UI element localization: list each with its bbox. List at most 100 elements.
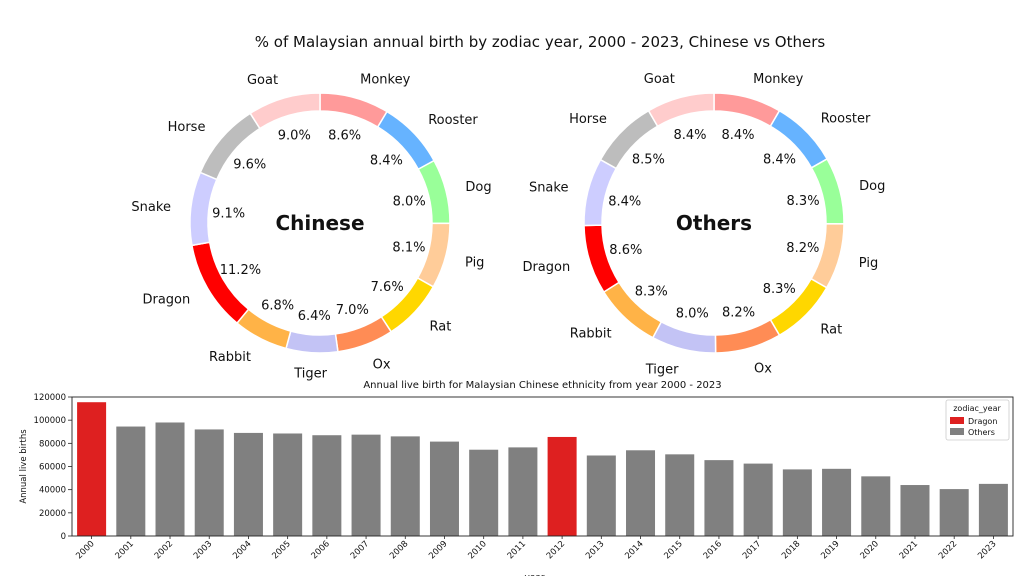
- bar-2018: [782, 469, 812, 536]
- bar-2015: [665, 454, 695, 536]
- donut-pct-others-rooster: 8.4%: [763, 152, 796, 167]
- bar-2001: [116, 426, 146, 536]
- bar-2012: [547, 436, 577, 536]
- donut-label-chinese-goat: Goat: [247, 73, 278, 88]
- donut-label-chinese-rat: Rat: [430, 320, 452, 335]
- bar-2008: [390, 436, 420, 536]
- bar-2016: [704, 460, 734, 536]
- donut-pct-others-tiger: 8.0%: [676, 306, 709, 321]
- donut-pct-others-dragon: 8.6%: [609, 243, 642, 258]
- donut-pct-others-rat: 8.3%: [763, 282, 796, 297]
- donut-pct-others-goat: 8.4%: [673, 128, 706, 143]
- donut-pct-chinese-goat: 9.0%: [278, 129, 311, 144]
- donut-pct-chinese-rabbit: 6.8%: [261, 299, 294, 314]
- donut-slice-chinese-monkey: [319, 92, 389, 129]
- donut-pct-chinese-horse: 9.6%: [233, 158, 266, 173]
- x-tick-label: 2019: [819, 539, 841, 561]
- x-tick-label: 2017: [741, 539, 763, 561]
- x-tick-label: 2003: [192, 539, 214, 561]
- x-tick-label: 2008: [388, 539, 410, 561]
- y-tick-label: 0: [61, 532, 66, 542]
- x-tick-label: 2011: [506, 539, 528, 561]
- donut-label-others-tiger: Tiger: [645, 363, 679, 378]
- y-axis-label: Annual live births: [19, 429, 29, 504]
- donut-pct-chinese-rooster: 8.4%: [370, 153, 403, 168]
- bar-2020: [861, 476, 891, 536]
- donut-slice-chinese-dog: [417, 159, 451, 225]
- donut-label-chinese-rabbit: Rabbit: [209, 350, 251, 365]
- donut-pct-chinese-snake: 9.1%: [212, 207, 245, 222]
- x-tick-label: 2022: [937, 539, 959, 561]
- bar-2023: [978, 483, 1008, 536]
- bar-2019: [822, 468, 852, 536]
- x-tick-label: 2020: [859, 539, 881, 561]
- bar-2013: [586, 455, 616, 536]
- bar-2006: [312, 435, 342, 536]
- donut-label-others-ox: Ox: [754, 362, 772, 377]
- figure-title: % of Malaysian annual birth by zodiac ye…: [255, 33, 826, 51]
- bar-2007: [351, 434, 381, 536]
- donut-pct-chinese-rat: 7.6%: [371, 280, 404, 295]
- bar-2010: [469, 449, 499, 536]
- donut-pct-others-monkey: 8.4%: [721, 128, 754, 143]
- donut-slice-chinese-goat: [249, 92, 321, 130]
- y-tick-label: 40000: [39, 486, 66, 496]
- bar-2014: [626, 450, 656, 536]
- y-tick-label: 20000: [39, 509, 66, 519]
- donut-slice-others-dog: [810, 157, 845, 225]
- donut-slice-others-ox: [714, 318, 781, 354]
- y-tick-label: 60000: [39, 463, 66, 473]
- bar-chart-title: Annual live birth for Malaysian Chinese …: [363, 380, 721, 391]
- bar-chart: Annual live birth for Malaysian Chinese …: [19, 380, 1014, 576]
- legend-label-others: Others: [968, 428, 995, 437]
- donut-label-chinese-pig: Pig: [465, 255, 484, 270]
- bar-2004: [233, 432, 263, 536]
- donut-slice-chinese-dragon: [191, 241, 250, 325]
- x-tick-label: 2023: [976, 539, 998, 561]
- donut-label-others-goat: Goat: [644, 72, 675, 87]
- donut-label-others-horse: Horse: [569, 112, 607, 127]
- x-tick-label: 2009: [427, 539, 449, 561]
- donut-label-others-snake: Snake: [529, 181, 569, 196]
- donut-label-others-rooster: Rooster: [821, 112, 871, 127]
- bar-2000: [77, 402, 107, 536]
- bar-2011: [508, 447, 538, 536]
- x-tick-label: 2001: [114, 539, 136, 561]
- x-tick-label: 2016: [702, 539, 724, 561]
- y-tick-label: 120000: [34, 393, 66, 403]
- x-tick-label: 2004: [231, 539, 253, 561]
- donut-pct-chinese-ox: 7.0%: [336, 303, 369, 318]
- donut-label-chinese-dragon: Dragon: [142, 292, 190, 307]
- x-tick-label: 2000: [74, 539, 96, 561]
- donut-label-chinese-snake: Snake: [131, 200, 171, 215]
- legend-swatch-others: [950, 428, 964, 435]
- x-tick-label: 2006: [310, 539, 332, 561]
- bar-chart-frame: [71, 396, 1014, 537]
- bar-2017: [743, 463, 773, 536]
- donut-label-chinese-monkey: Monkey: [360, 72, 410, 87]
- donut-pct-others-snake: 8.4%: [608, 195, 641, 210]
- x-tick-label: 2005: [270, 539, 292, 561]
- donut-slice-chinese-tiger: [285, 330, 339, 354]
- donut-label-others-pig: Pig: [859, 256, 878, 271]
- donut-pct-others-rabbit: 8.3%: [635, 284, 668, 299]
- legend-swatch-dragon: [950, 417, 964, 424]
- donut-slice-chinese-ox: [334, 315, 393, 353]
- donut-pct-chinese-tiger: 6.4%: [298, 309, 331, 324]
- donut-label-chinese-rooster: Rooster: [428, 113, 478, 128]
- donut-label-chinese-tiger: Tiger: [293, 367, 327, 382]
- donut-label-others-monkey: Monkey: [753, 72, 803, 87]
- donut-pct-chinese-pig: 8.1%: [392, 240, 425, 255]
- donut-center-label-others: Others: [676, 211, 752, 235]
- donut-slice-others-tiger: [651, 320, 717, 354]
- donut-pct-chinese-dragon: 11.2%: [220, 263, 261, 278]
- x-tick-label: 2015: [662, 539, 684, 561]
- bar-2021: [900, 485, 930, 536]
- donut-slice-chinese-rabbit: [235, 308, 292, 350]
- donut-label-others-rat: Rat: [820, 323, 842, 338]
- donut-pct-others-ox: 8.2%: [722, 306, 755, 321]
- x-axis-label: year: [524, 573, 544, 576]
- y-tick-label: 100000: [34, 416, 66, 426]
- donut-label-chinese-ox: Ox: [373, 357, 391, 372]
- donut-label-others-dog: Dog: [859, 179, 885, 194]
